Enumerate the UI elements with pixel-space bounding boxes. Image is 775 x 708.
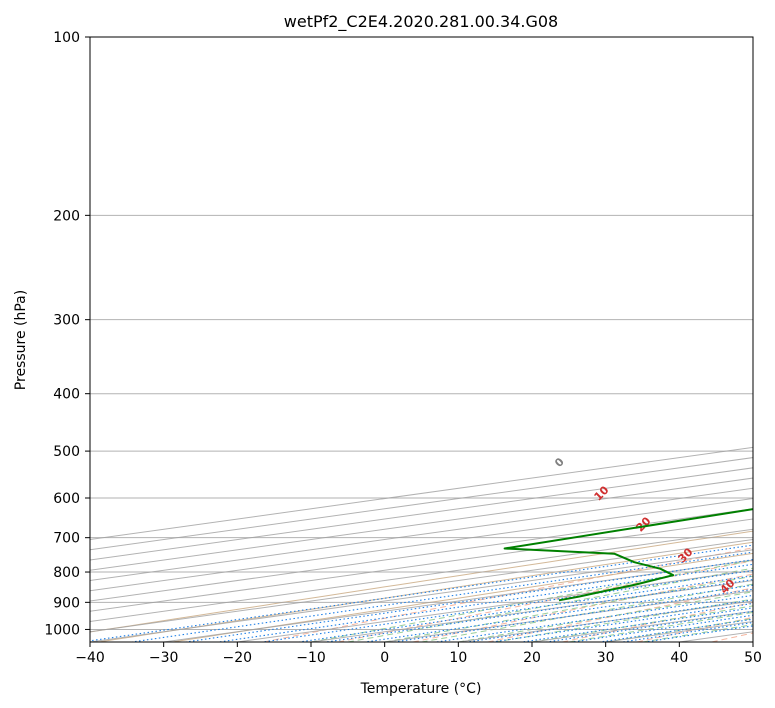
- isotherm-line: [90, 477, 753, 571]
- brown-reference-curve: [98, 541, 753, 642]
- isotherm-line: [90, 487, 753, 582]
- isotherm-line: [90, 539, 753, 633]
- x-tick-label: 40: [670, 650, 688, 666]
- dry-adiabat-line: [263, 547, 753, 642]
- y-tick-label: 100: [53, 30, 80, 46]
- y-tick-label: 600: [53, 491, 80, 507]
- x-tick-label: −10: [296, 650, 326, 666]
- x-tick-label: 30: [597, 650, 615, 666]
- dewpoint-profile-line: [503, 508, 753, 602]
- mixing-ratio-line: [90, 544, 753, 642]
- moist-adiabat-line: [421, 583, 753, 642]
- x-tick-label: 0: [380, 650, 389, 666]
- isotherm-line: [90, 467, 753, 561]
- brown-reference-curve: [172, 552, 753, 642]
- mixing-ratio-line: [299, 575, 753, 642]
- y-tick-label: 400: [53, 387, 80, 403]
- moist-adiabat-line: [495, 598, 753, 642]
- isotherm-line: [90, 528, 753, 623]
- y-tick-label: 700: [53, 531, 80, 547]
- y-axis: 100 200 300 400 500 600 700 800 900 1000: [44, 30, 90, 638]
- dry-adiabat-line: [487, 587, 753, 642]
- isotherm-line: [90, 518, 753, 612]
- y-tick-label: 1000: [44, 622, 80, 638]
- y-axis-label: Pressure (hPa): [13, 290, 29, 390]
- plot-frame: [89, 36, 754, 643]
- mixing-ratio-lines: [90, 544, 753, 642]
- y-tick-label: 500: [53, 444, 80, 460]
- chart-title: wetPf2_C2E4.2020.281.00.34.G08: [284, 12, 558, 32]
- x-axis-label: Temperature (°C): [360, 681, 482, 697]
- plot-area: [90, 37, 753, 642]
- moist-adiabat-line: [384, 575, 753, 642]
- grid-lines: [90, 37, 753, 642]
- brown-reference-curve: [90, 530, 753, 633]
- y-tick-label: 800: [53, 565, 80, 581]
- isotherm-line: [90, 508, 753, 602]
- x-tick-label: 50: [744, 650, 762, 666]
- isotherm-line: [90, 457, 753, 551]
- x-tick-label: −20: [223, 650, 253, 666]
- isotherm-line: [90, 498, 753, 592]
- mixing-ratio-line: [365, 584, 753, 642]
- sounding-series: [503, 508, 753, 602]
- y-tick-label: 300: [53, 313, 80, 329]
- y-tick-label: 900: [53, 595, 80, 611]
- x-axis: −40 −30 −20 −10 0 10 20 30 40 50: [75, 642, 762, 666]
- x-tick-label: −40: [75, 650, 105, 666]
- y-tick-label: 200: [53, 208, 80, 224]
- mixing-ratio-line: [218, 563, 753, 642]
- x-tick-label: −30: [149, 650, 179, 666]
- x-tick-label: 20: [523, 650, 541, 666]
- moist-adiabat-line: [458, 591, 753, 642]
- x-tick-label: 10: [449, 650, 467, 666]
